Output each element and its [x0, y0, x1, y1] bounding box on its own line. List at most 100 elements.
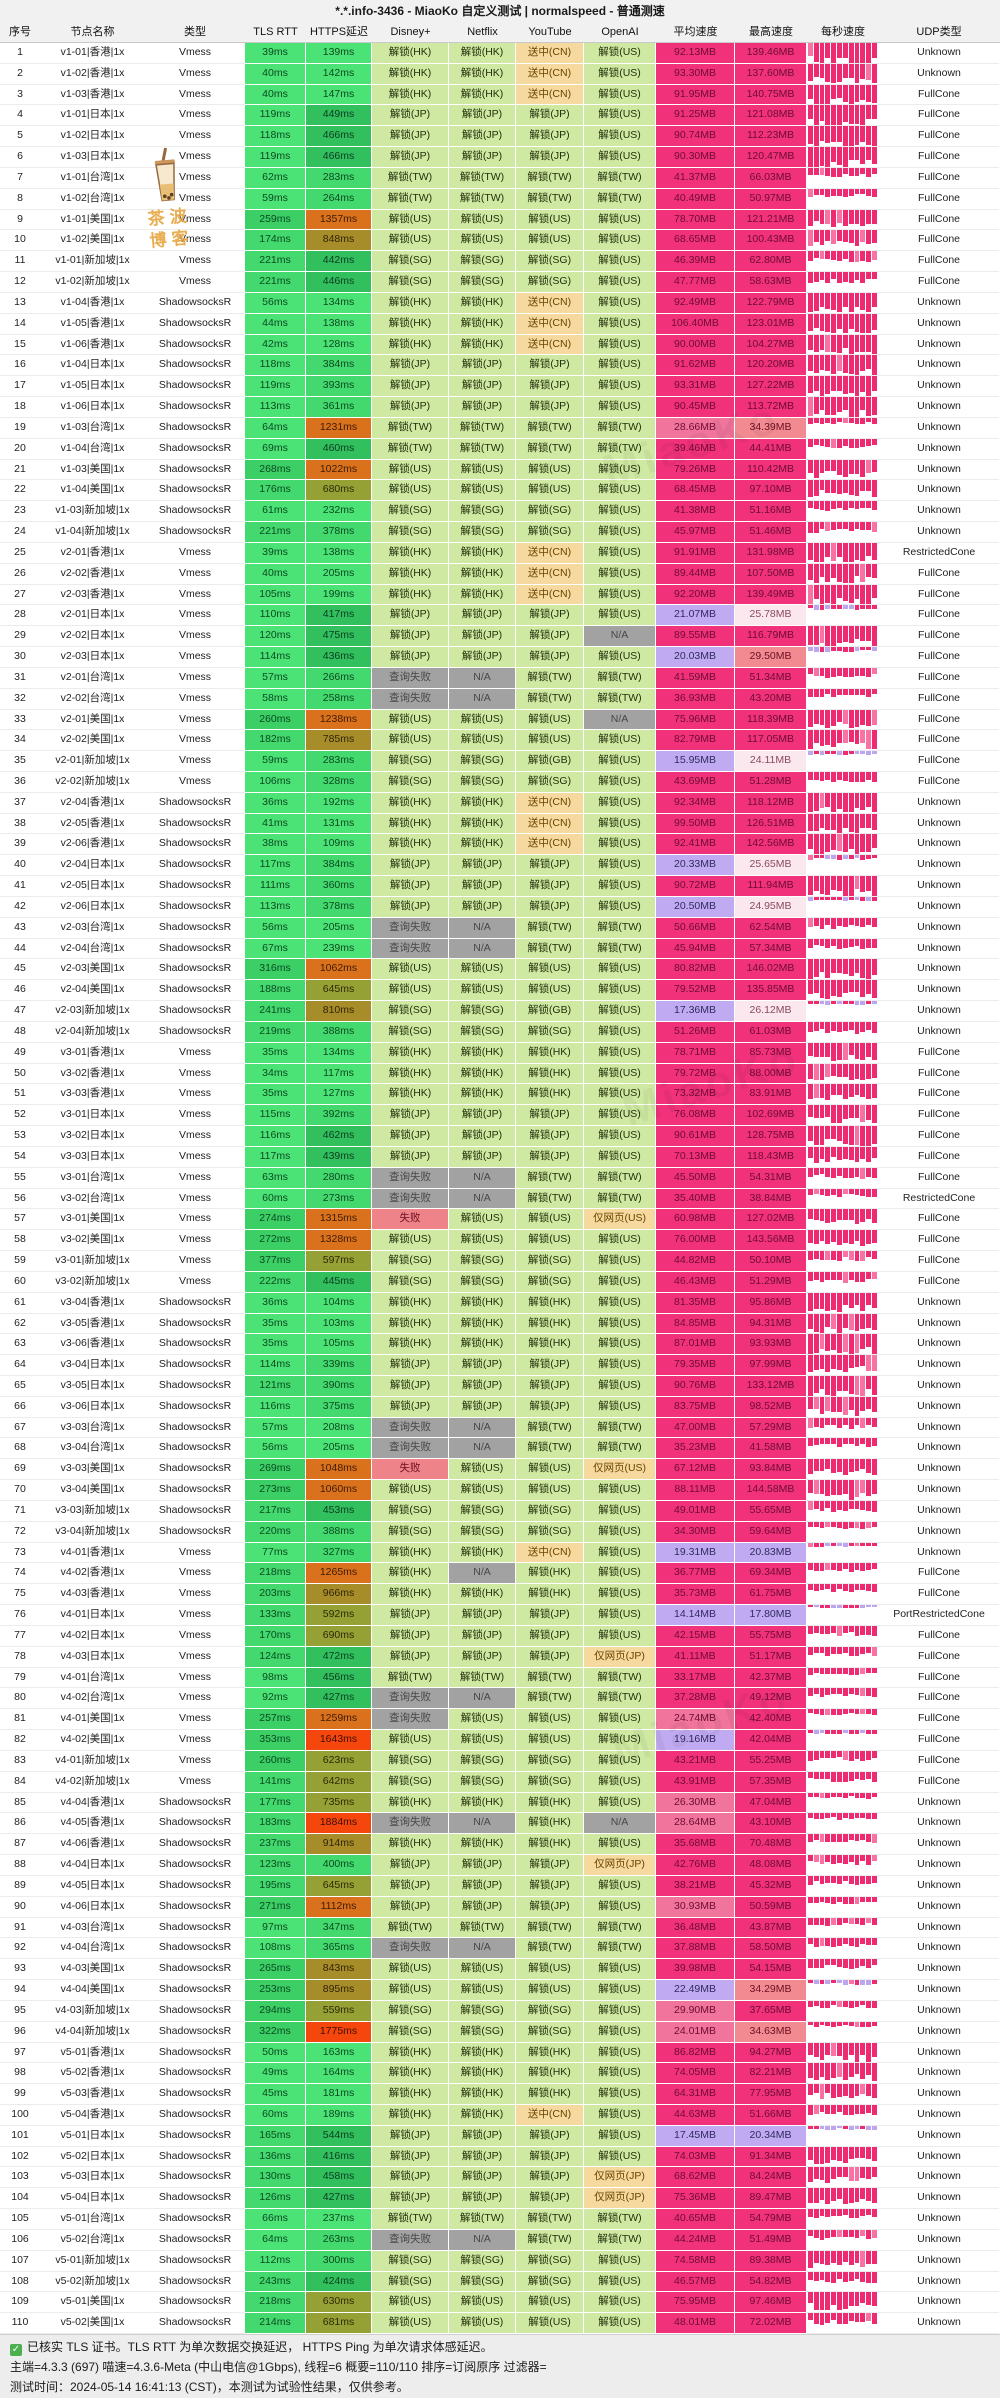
table-row: 102 v5-02|日本|1x ShadowsocksR 136ms 416ms…	[0, 2146, 1000, 2168]
cell-https-latency: 283ms	[306, 751, 372, 772]
cell-udp-type: FullCone	[879, 230, 999, 252]
cell-speed-graph	[807, 1813, 879, 1835]
cell-type: Vmess	[145, 188, 245, 210]
cell-udp-type: FullCone	[879, 1167, 999, 1189]
cell-tls-rtt: 106ms	[245, 771, 306, 793]
cell-type: Vmess	[145, 771, 245, 793]
cell-index: 68	[0, 1438, 40, 1460]
cell-avg-speed: 89.55MB	[656, 626, 735, 648]
cell-openai: 解锁(US)	[584, 584, 656, 606]
cell-udp-type: Unknown	[879, 2271, 999, 2293]
cell-https-latency: 453ms	[306, 1500, 372, 1522]
cell-tls-rtt: 56ms	[245, 1438, 306, 1460]
cell-type: ShadowsocksR	[145, 1917, 245, 1939]
table-row: 106 v5-02|台湾|1x ShadowsocksR 64ms 263ms …	[0, 2229, 1000, 2251]
cell-openai: N/A	[584, 1813, 656, 1835]
cell-tls-rtt: 36ms	[245, 792, 306, 814]
cell-index: 75	[0, 1584, 40, 1606]
cell-index: 95	[0, 2000, 40, 2022]
table-row: 90 v4-06|日本|1x ShadowsocksR 271ms 1112ms…	[0, 1896, 1000, 1918]
cell-youtube: 解锁(JP)	[516, 1126, 584, 1147]
table-row: 40 v2-04|日本|1x ShadowsocksR 117ms 384ms …	[0, 855, 1000, 877]
cell-disney: 解锁(US)	[372, 209, 449, 231]
cell-index: 14	[0, 313, 40, 335]
cell-max-speed: 69.34MB	[735, 1563, 807, 1585]
cell-disney: 解锁(HK)	[372, 1313, 449, 1335]
cell-avg-speed: 79.52MB	[656, 980, 735, 1002]
cell-tls-rtt: 112ms	[245, 2250, 306, 2272]
cell-tls-rtt: 59ms	[245, 751, 306, 772]
cell-speed-graph	[807, 1396, 879, 1418]
cell-tls-rtt: 69ms	[245, 438, 306, 460]
cell-tls-rtt: 218ms	[245, 2292, 306, 2314]
cell-node-name: v5-01|台湾|1x	[40, 2209, 145, 2230]
cell-youtube: 解锁(JP)	[516, 1105, 584, 1127]
cell-youtube: 解锁(US)	[516, 230, 584, 252]
cell-speed-graph	[807, 459, 879, 481]
cell-tls-rtt: 114ms	[245, 1355, 306, 1376]
cell-max-speed: 24.95MB	[735, 896, 807, 918]
cell-udp-type: Unknown	[879, 313, 999, 335]
cell-openai: 解锁(US)	[584, 1334, 656, 1356]
cell-youtube: 解锁(JP)	[516, 397, 584, 418]
cell-udp-type: Unknown	[879, 1459, 999, 1481]
cell-index: 70	[0, 1480, 40, 1501]
cell-avg-speed: 74.05MB	[656, 2063, 735, 2085]
cell-tls-rtt: 259ms	[245, 209, 306, 231]
cell-index: 90	[0, 1896, 40, 1918]
cell-node-name: v3-04|台湾|1x	[40, 1438, 145, 1460]
cell-node-name: v4-05|香港|1x	[40, 1813, 145, 1835]
cell-openai: 解锁(US)	[584, 1542, 656, 1564]
cell-avg-speed: 80.82MB	[656, 959, 735, 981]
cell-udp-type: Unknown	[879, 1417, 999, 1439]
cell-type: ShadowsocksR	[145, 792, 245, 814]
cell-disney: 解锁(HK)	[372, 84, 449, 106]
cell-disney: 解锁(JP)	[372, 1126, 449, 1147]
cell-speed-graph	[807, 751, 879, 772]
cell-avg-speed: 90.45MB	[656, 397, 735, 418]
cell-speed-graph	[807, 230, 879, 252]
cell-speed-graph	[807, 2167, 879, 2189]
cell-tls-rtt: 195ms	[245, 1875, 306, 1897]
cell-https-latency: 232ms	[306, 501, 372, 523]
cell-udp-type: Unknown	[879, 1355, 999, 1376]
cell-type: ShadowsocksR	[145, 2125, 245, 2147]
cell-node-name: v4-01|日本|1x	[40, 1605, 145, 1626]
cell-https-latency: 283ms	[306, 167, 372, 189]
table-row: 85 v4-04|香港|1x ShadowsocksR 177ms 735ms …	[0, 1792, 1000, 1814]
cell-youtube: 解锁(GB)	[516, 1001, 584, 1022]
cell-avg-speed: 33.17MB	[656, 1667, 735, 1689]
cell-https-latency: 1060ms	[306, 1480, 372, 1501]
cell-disney: 解锁(JP)	[372, 1605, 449, 1626]
cell-max-speed: 61.75MB	[735, 1584, 807, 1606]
table-row: 53 v3-02|日本|1x Vmess 116ms 462ms 解锁(JP) …	[0, 1126, 1000, 1147]
cell-type: Vmess	[145, 1563, 245, 1585]
cell-max-speed: 140.75MB	[735, 84, 807, 106]
cell-youtube: 送中(CN)	[516, 813, 584, 835]
cell-netflix: N/A	[449, 667, 516, 689]
cell-netflix: 解锁(SG)	[449, 751, 516, 772]
cell-openai: 仅网页(JP)	[584, 1855, 656, 1876]
cell-max-speed: 34.63MB	[735, 2021, 807, 2043]
table-row: 96 v4-04|新加坡|1x ShadowsocksR 322ms 1775m…	[0, 2021, 1000, 2043]
cell-type: ShadowsocksR	[145, 501, 245, 523]
cell-type: ShadowsocksR	[145, 1313, 245, 1335]
cell-netflix: 解锁(SG)	[449, 2271, 516, 2293]
cell-netflix: 解锁(SG)	[449, 1521, 516, 1543]
cell-openai: 解锁(US)	[584, 2250, 656, 2272]
cell-index: 84	[0, 1771, 40, 1793]
cell-udp-type: FullCone	[879, 709, 999, 731]
cell-index: 45	[0, 959, 40, 981]
cell-youtube: 解锁(US)	[516, 709, 584, 731]
cell-speed-graph	[807, 63, 879, 85]
cell-index: 5	[0, 126, 40, 148]
cell-speed-graph	[807, 730, 879, 752]
cell-type: ShadowsocksR	[145, 2000, 245, 2022]
cell-udp-type: Unknown	[879, 2229, 999, 2251]
cell-type: Vmess	[145, 1625, 245, 1647]
cell-type: Vmess	[145, 563, 245, 585]
cell-tls-rtt: 56ms	[245, 917, 306, 939]
cell-disney: 解锁(SG)	[372, 2000, 449, 2022]
cell-speed-graph	[807, 959, 879, 981]
cell-max-speed: 95.86MB	[735, 1292, 807, 1314]
